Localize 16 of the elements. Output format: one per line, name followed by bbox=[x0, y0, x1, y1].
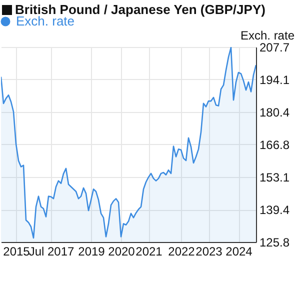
y-tick-label: 125.8 bbox=[260, 236, 290, 250]
x-tick-label: 2015 bbox=[3, 244, 30, 258]
x-tick-label: 2024 bbox=[226, 244, 253, 258]
y-tick-label: 180.4 bbox=[260, 106, 290, 120]
y-axis-title: Exch. rate bbox=[240, 28, 295, 42]
x-tick-label: 2020 bbox=[108, 244, 136, 258]
x-tick-label: Jul 2017 bbox=[28, 244, 75, 258]
x-tick-label: 2019 bbox=[78, 244, 106, 258]
y-tick-label: 166.8 bbox=[260, 138, 290, 152]
x-tick-label: 2022 bbox=[168, 244, 196, 258]
y-tick-label: 139.4 bbox=[260, 203, 290, 218]
y-tick-label: 153.1 bbox=[260, 170, 290, 184]
y-tick-label: 194.1 bbox=[260, 72, 290, 87]
x-tick-label: 2023 bbox=[196, 244, 223, 258]
y-tick-label: 207.7 bbox=[260, 40, 290, 54]
x-tick-label: 2021 bbox=[136, 244, 163, 258]
